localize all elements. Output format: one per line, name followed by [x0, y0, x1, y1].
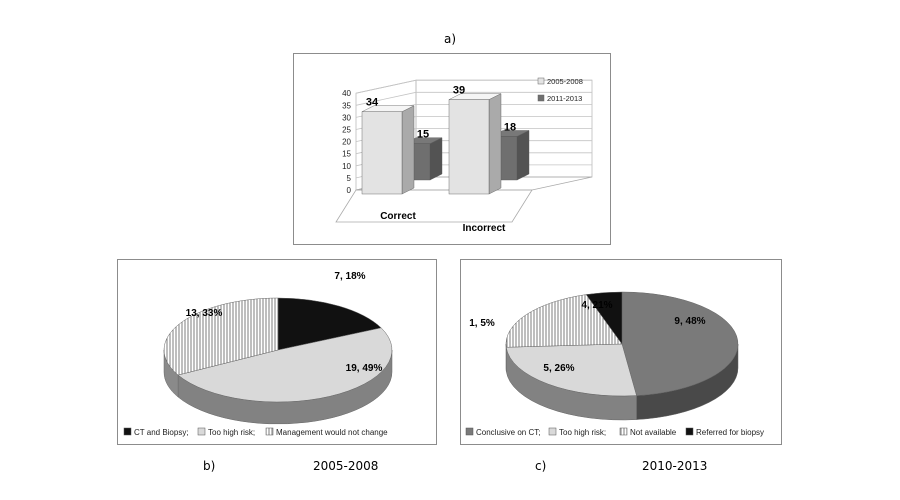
pie-slice-management-would-not-change — [163, 297, 279, 376]
bar-data-label: 34 — [366, 97, 379, 109]
pie-data-label: 5, 26% — [543, 363, 574, 374]
pie-slice-referred-for-biopsy — [585, 291, 623, 345]
y-tick-label: 10 — [342, 162, 351, 171]
y-tick-label: 20 — [342, 138, 351, 147]
bar-side — [516, 130, 530, 181]
y-tick-label: 25 — [342, 126, 351, 135]
pie-data-label: 1, 5% — [469, 318, 495, 329]
pie-slice-not-available — [505, 294, 623, 348]
panel-b-period: 2005-2008 — [313, 459, 379, 473]
bar-side — [488, 93, 502, 195]
legend-label: Too high risk; — [208, 428, 255, 437]
legend-label: 2005-2008 — [547, 77, 583, 86]
legend-swatch — [548, 427, 557, 436]
panel-c-caption: c) — [535, 459, 547, 473]
pie-data-label: 4, 21% — [581, 300, 612, 311]
floor-front — [335, 189, 533, 223]
bar-data-label: 18 — [504, 121, 516, 133]
gridline — [355, 79, 592, 94]
bar-chart: 0 5 10 15 20 25 30 35 40 15 18 34 39 Correct Incorrect… — [335, 77, 593, 234]
legend-swatch — [197, 427, 206, 436]
legend-label: Conclusive on CT; — [476, 428, 540, 437]
y-tick-label: 40 — [342, 89, 351, 98]
y-tick-label: 15 — [342, 150, 351, 159]
legend-label: Management would not change — [276, 428, 388, 437]
legend-swatch — [537, 94, 545, 102]
pie-slice-ct-and-biopsy- — [277, 297, 382, 351]
legend-swatch — [685, 427, 694, 436]
pie-slice-conclusive-on-ct- — [621, 291, 739, 396]
pie-data-label: 9, 48% — [674, 316, 705, 327]
panel-b-caption: b) — [203, 459, 216, 473]
pie-chart-2010-panel: 9, 48% 5, 26% 4, 21% 1, 5% Conclusive on CT;… — [460, 259, 782, 445]
pie-slice-too-high-risk- — [177, 327, 393, 403]
legend-swatch — [265, 427, 274, 436]
bar-incorrect-2005-2008 — [448, 99, 490, 195]
y-tick-label: 30 — [342, 113, 351, 122]
bar-correct-2005-2008 — [361, 111, 403, 195]
category-label: Incorrect — [463, 223, 506, 234]
bar-side — [429, 137, 443, 181]
pie-chart-2005: 7, 18% 19, 49% 13, 33% CT and Biopsy; Too hi… — [123, 271, 393, 437]
pie-data-label: 19, 49% — [346, 363, 383, 374]
pie-chart-2010: 9, 48% 5, 26% 4, 21% 1, 5% Conclusive on CT;… — [465, 291, 764, 437]
pie-slice-too-high-risk- — [505, 343, 637, 397]
gridline — [355, 91, 592, 106]
category-label: Correct — [380, 211, 416, 222]
bar-chart-panel: 0 5 10 15 20 25 30 35 40 15 18 34 39 Correct Incorrect… — [293, 53, 611, 245]
legend-label: Not available — [630, 428, 677, 437]
pie-data-label: 7, 18% — [334, 271, 365, 282]
legend-swatch — [123, 427, 132, 436]
pie-chart-2005-panel: 7, 18% 19, 49% 13, 33% CT and Biopsy; Too hi… — [117, 259, 437, 445]
legend-swatch — [619, 427, 628, 436]
legend-label: Referred for biopsy — [696, 428, 764, 437]
panel-c-period: 2010-2013 — [642, 459, 708, 473]
legend-label: 2011-2013 — [547, 94, 582, 103]
bar-data-label: 15 — [417, 129, 429, 141]
legend-label: Too high risk; — [559, 428, 606, 437]
y-tick-label: 0 — [347, 186, 352, 195]
bar-data-label: 39 — [453, 85, 465, 97]
y-tick-label: 5 — [347, 174, 352, 183]
legend-swatch — [465, 427, 474, 436]
panel-a-caption: a) — [444, 32, 457, 46]
y-tick-label: 35 — [342, 101, 351, 110]
legend-swatch — [537, 77, 545, 85]
pie-data-label: 13, 33% — [186, 308, 223, 319]
legend-label: CT and Biopsy; — [134, 428, 189, 437]
bar-side — [401, 105, 415, 195]
